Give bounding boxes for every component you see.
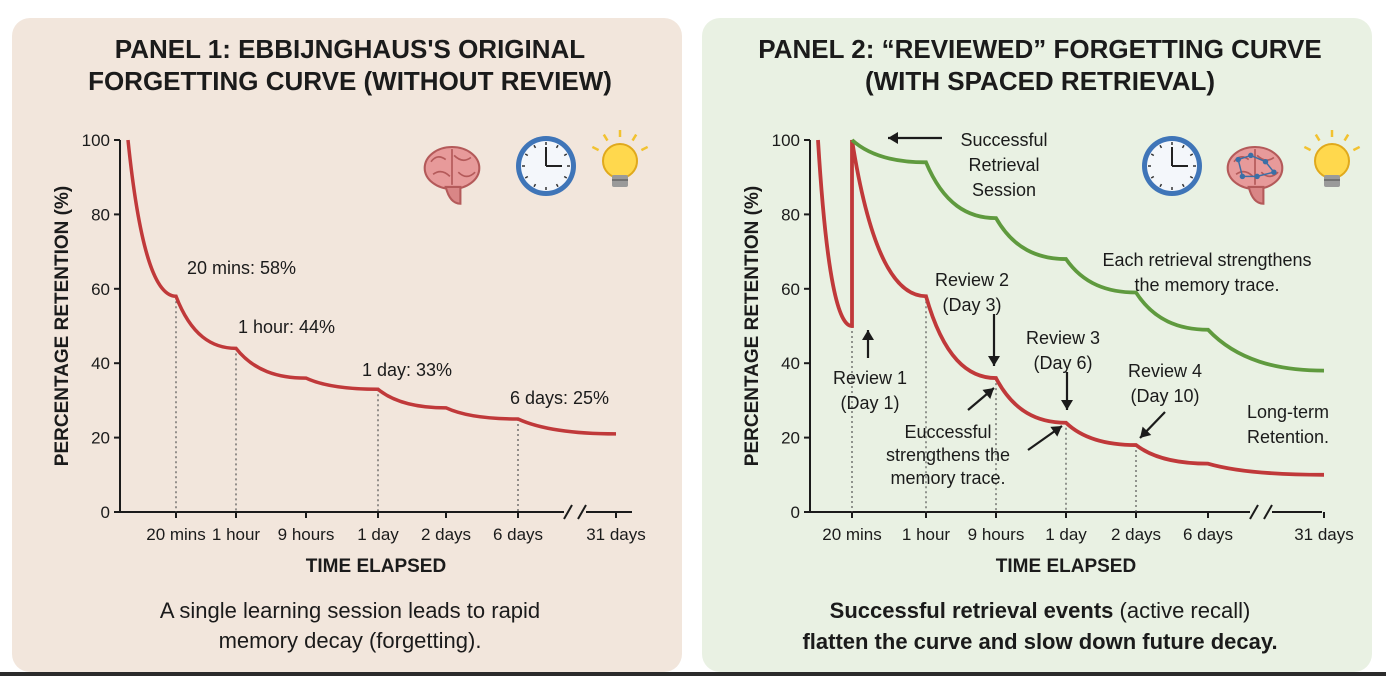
x-tick-label: 20 mins — [146, 525, 206, 544]
lightbulb-icon — [591, 130, 649, 187]
annotation-strengthens-line-2: strengthens the — [886, 445, 1010, 465]
annotation-review-4-line-2: (Day 10) — [1130, 386, 1199, 406]
caption-bold: Successful retrieval events — [830, 598, 1114, 623]
clock-icon — [516, 136, 576, 196]
y-tick-label: 100 — [82, 131, 110, 150]
annotation-review-1-line-2: (Day 1) — [840, 393, 899, 413]
annotation-long-term-line-1: Long-term — [1247, 402, 1329, 422]
annotation-strengthens-line-1: Euccessful — [904, 422, 991, 442]
panel-1: PANEL 1: EBBIJNGHAUS'S ORIGINAL FORGETTIN… — [12, 18, 682, 672]
caption-line-2: memory decay (forgetting). — [219, 628, 482, 653]
y-tick-label: 40 — [91, 354, 110, 373]
annotation-strengthens-line-3: memory trace. — [890, 468, 1005, 488]
annotation-review-1-line-1: Review 1 — [833, 368, 907, 388]
x-tick-label: 2 days — [421, 525, 471, 544]
x-tick-label: 9 hours — [968, 525, 1025, 544]
annotation-review-4-line-1: Review 4 — [1128, 361, 1202, 381]
y-axis-label: PERCENTAGE RETENTION (%) — [52, 186, 73, 466]
y-tick-label: 20 — [781, 429, 800, 448]
y-tick-label: 60 — [781, 280, 800, 299]
lightbulb-icon — [1303, 130, 1361, 187]
annotation-long-term-line-2: Retention. — [1247, 427, 1329, 447]
clock-icon — [1142, 136, 1202, 196]
y-tick-label: 60 — [91, 280, 110, 299]
panel-2: PANEL 2: “REVIEWED” FORGETTING CURVE (WIT… — [702, 18, 1372, 672]
annotation-each-retrieval-line-1: Each retrieval strengthens — [1102, 250, 1311, 270]
panel-1-chart: PANEL 1: EBBIJNGHAUS'S ORIGINALFORGETTIN… — [52, 34, 649, 653]
caption-line-2: flatten the curve and slow down future d… — [802, 629, 1277, 654]
y-tick-label: 20 — [91, 429, 110, 448]
annotation-1: 20 mins: 58% — [187, 258, 296, 278]
series-line-1 — [126, 139, 617, 436]
arrow-review-3 — [1061, 372, 1073, 410]
x-tick-label: 2 days — [1111, 525, 1161, 544]
series-line-1 — [816, 139, 1325, 477]
y-tick-label: 100 — [772, 131, 800, 150]
axis-break — [563, 504, 587, 520]
arrow-strengthens-2 — [1027, 425, 1063, 451]
annotation-3: 1 day: 33% — [362, 360, 452, 380]
annotation-review-2-line-1: Review 2 — [935, 270, 1009, 290]
bottom-rule — [0, 672, 1386, 676]
annotation-4: 6 days: 25% — [510, 388, 609, 408]
x-tick-label: 1 hour — [212, 525, 261, 544]
chart-title-line-2: FORGETTING CURVE (WITHOUT REVIEW) — [88, 66, 612, 96]
caption-line-1: Successful retrieval events (active reca… — [830, 598, 1251, 623]
arrow-successful-retrieval — [888, 132, 942, 144]
chart-title-line-2: (WITH SPACED RETRIEVAL) — [865, 66, 1215, 96]
arrow-review-4 — [1139, 411, 1166, 439]
annotation-2: 1 hour: 44% — [238, 317, 335, 337]
x-axis-label: TIME ELAPSED — [996, 556, 1136, 577]
x-tick-label: 31 days — [586, 525, 646, 544]
annotation-successful-retrieval-line-2: Retrieval — [968, 155, 1039, 175]
y-tick-label: 80 — [91, 205, 110, 224]
x-tick-label: 20 mins — [822, 525, 882, 544]
x-tick-label: 1 hour — [902, 525, 951, 544]
brain-icon — [423, 145, 481, 205]
x-tick-label: 31 days — [1294, 525, 1354, 544]
y-axis-label: PERCENTAGE RETENTION (%) — [742, 186, 763, 466]
chart-title-line-1: PANEL 2: “REVIEWED” FORGETTING CURVE — [758, 34, 1321, 64]
chart-title-line-1: PANEL 1: EBBIJNGHAUS'S ORIGINAL — [115, 34, 586, 64]
brain-network-icon — [1226, 145, 1284, 205]
y-tick-label: 0 — [101, 503, 110, 522]
x-tick-label: 6 days — [493, 525, 543, 544]
annotation-review-3-line-1: Review 3 — [1026, 328, 1100, 348]
y-tick-label: 0 — [791, 503, 800, 522]
arrow-review-1 — [862, 330, 874, 358]
annotation-review-2-line-2: (Day 3) — [942, 295, 1001, 315]
panel-2-chart: PANEL 2: “REVIEWED” FORGETTING CURVE(WIT… — [742, 34, 1361, 654]
axis-break — [1249, 504, 1273, 520]
x-tick-label: 6 days — [1183, 525, 1233, 544]
y-tick-label: 40 — [781, 354, 800, 373]
annotation-each-retrieval-line-2: the memory trace. — [1134, 275, 1279, 295]
annotation-successful-retrieval-line-3: Session — [972, 180, 1036, 200]
arrow-strengthens-1 — [967, 387, 995, 411]
x-tick-label: 9 hours — [278, 525, 335, 544]
caption-line-1: A single learning session leads to rapid — [160, 598, 540, 623]
arrow-review-2 — [988, 314, 1000, 366]
annotation-review-3-line-2: (Day 6) — [1033, 353, 1092, 373]
x-tick-label: 1 day — [1045, 525, 1087, 544]
y-tick-label: 80 — [781, 205, 800, 224]
x-axis-label: TIME ELAPSED — [306, 556, 446, 577]
annotation-successful-retrieval-line-1: Successful — [960, 130, 1047, 150]
x-tick-label: 1 day — [357, 525, 399, 544]
caption-rest: (active recall) — [1113, 598, 1250, 623]
